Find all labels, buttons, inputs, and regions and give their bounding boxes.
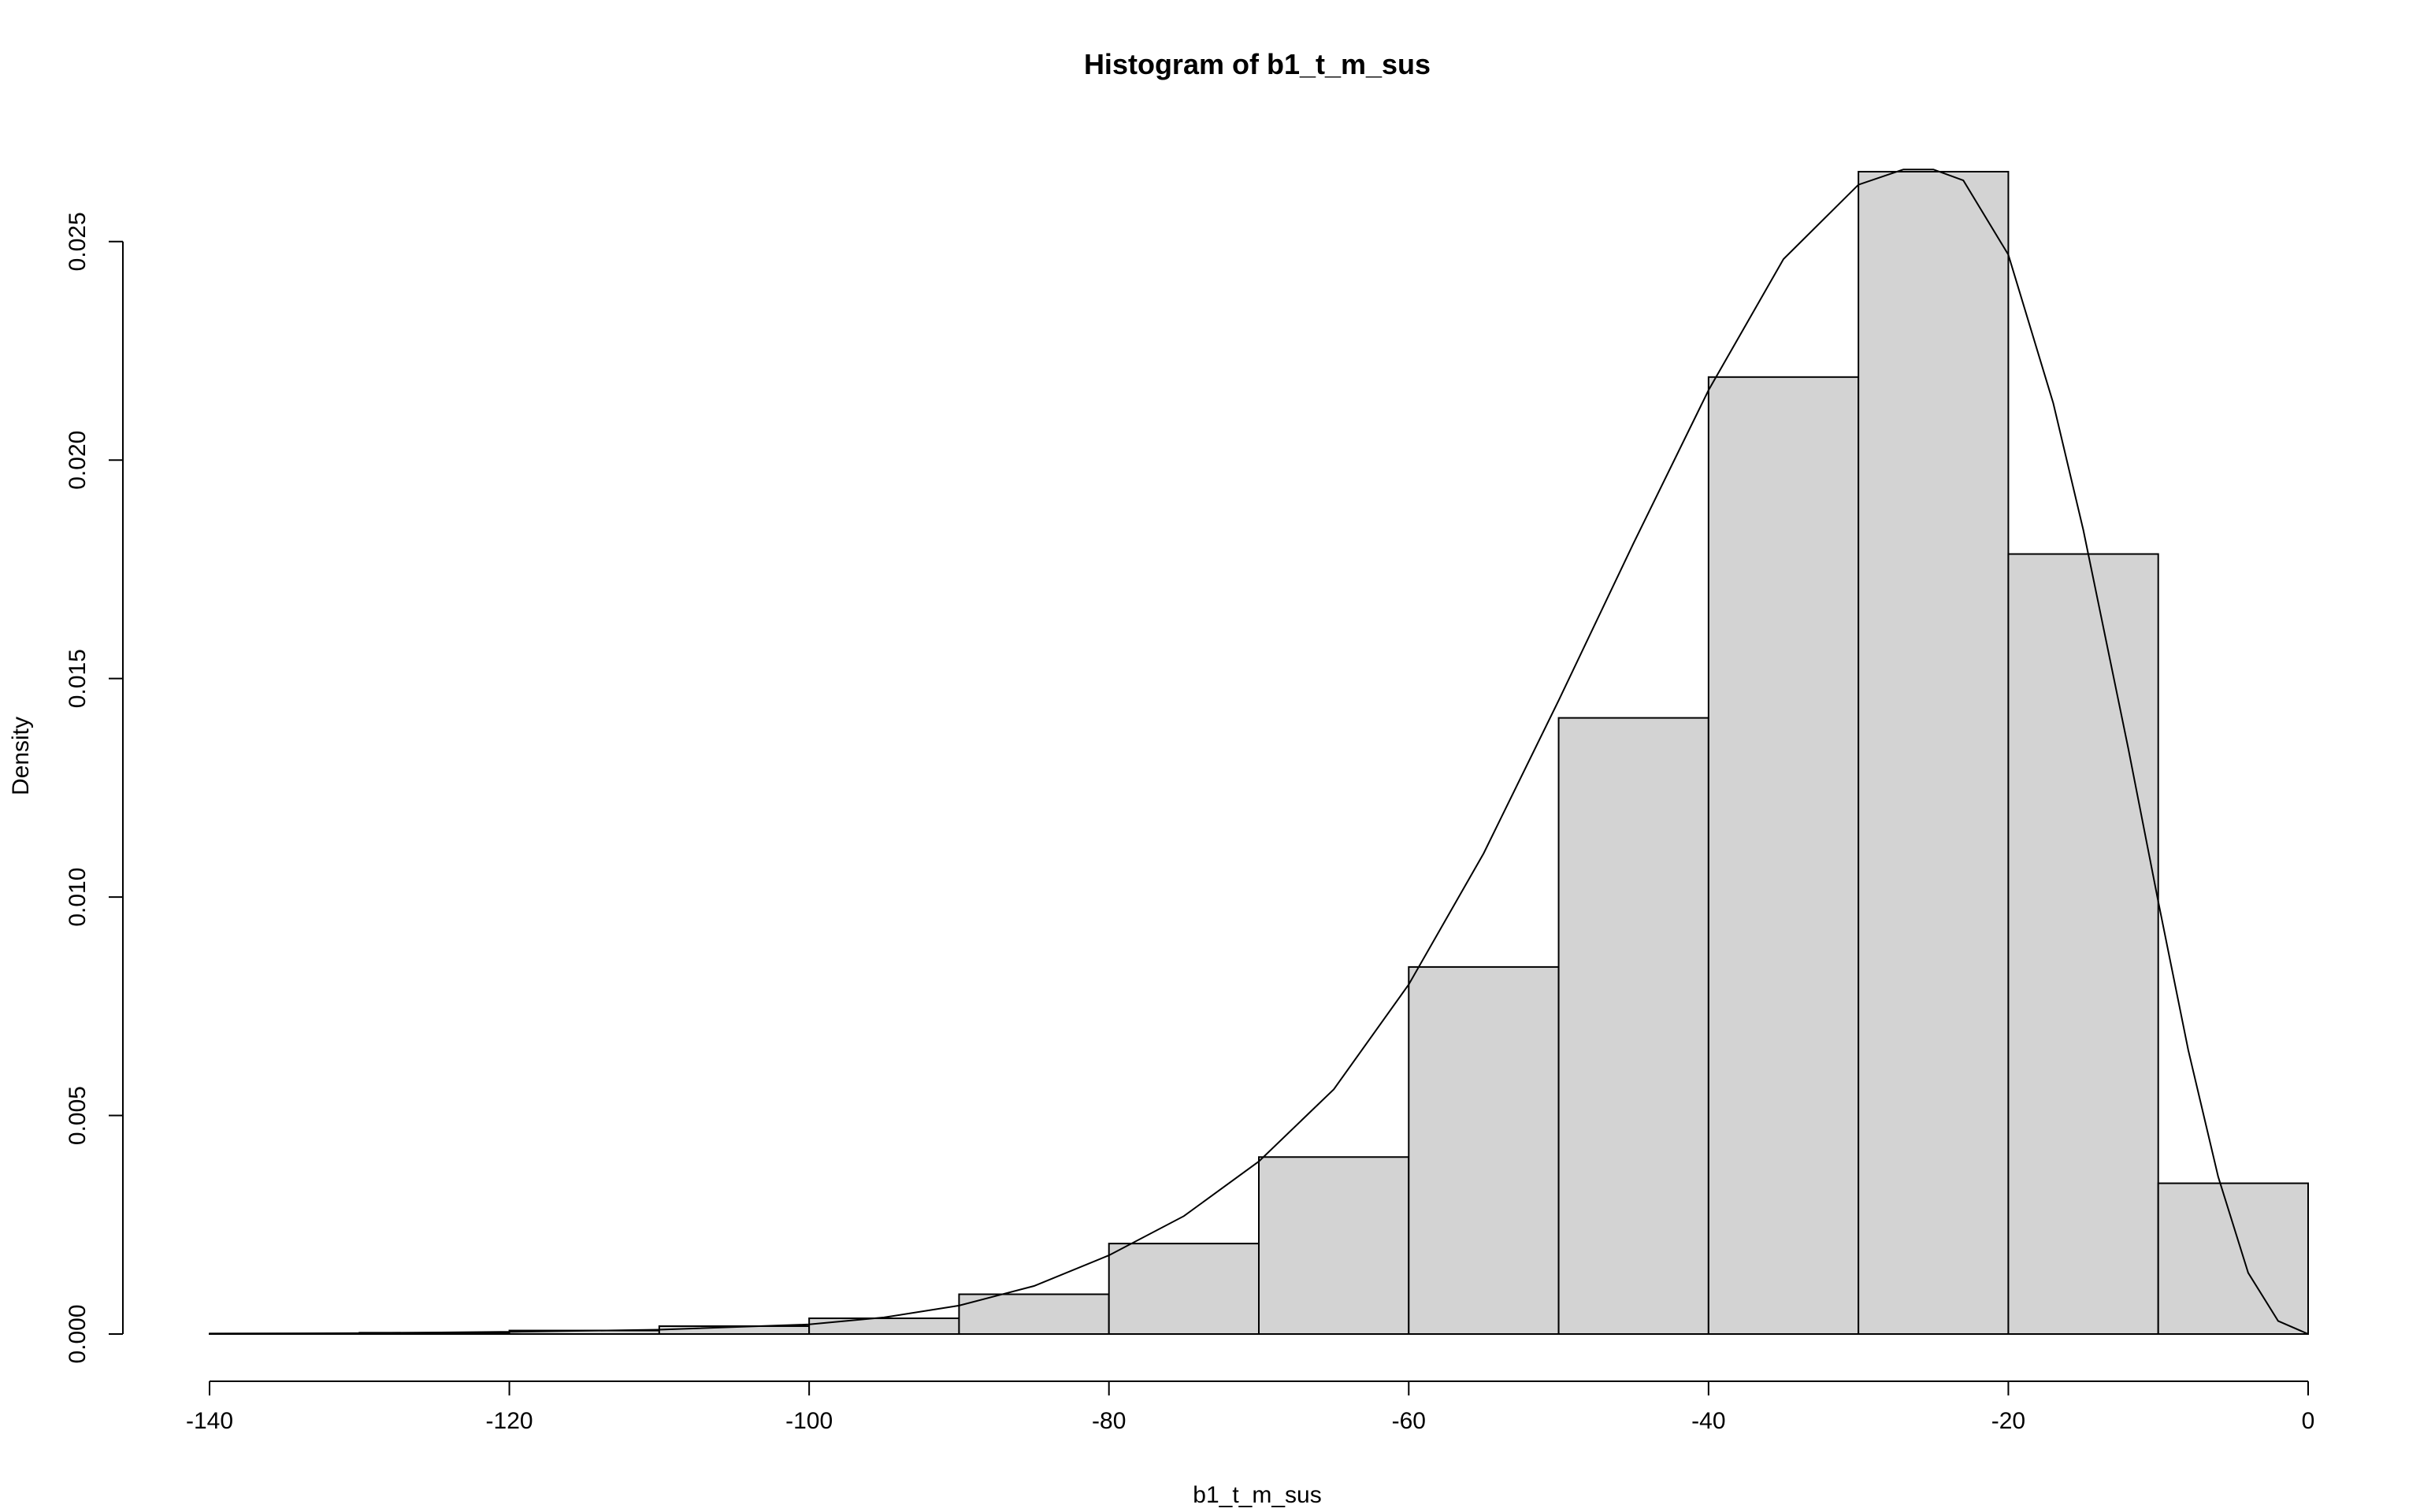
density-curve <box>209 169 2309 1335</box>
y-tick-label: 0.015 <box>65 649 91 708</box>
histogram-bar <box>808 1317 960 1335</box>
x-tick-label: -80 <box>1092 1408 1126 1434</box>
x-tick-label: -20 <box>1991 1408 2025 1434</box>
histogram-bar <box>1408 965 1560 1336</box>
y-tick-label: 0.010 <box>65 868 91 927</box>
histogram-bar <box>1108 1243 1260 1335</box>
x-tick-label: -60 <box>1392 1408 1426 1434</box>
x-tick-label: -120 <box>486 1408 533 1434</box>
chart-title: Histogram of b1_t_m_sus <box>1084 48 1431 80</box>
x-tick-label: -100 <box>785 1408 833 1434</box>
histogram-bar <box>2157 1182 2310 1336</box>
histogram-bar <box>1707 376 1860 1335</box>
y-axis-label: Density <box>8 717 34 795</box>
y-tick-label: 0.000 <box>65 1304 91 1363</box>
y-axis: 0.000 0.005 0.010 0.015 0.020 0.025 <box>65 212 124 1364</box>
x-axis-label: b1_t_m_sus <box>1193 1482 1321 1508</box>
histogram-bar <box>1258 1156 1410 1335</box>
histogram-bars <box>209 171 2310 1336</box>
y-tick-label: 0.025 <box>65 212 91 271</box>
x-axis: -140 -120 -100 -80 -60 -40 -20 0 <box>186 1380 2315 1434</box>
histogram-bar <box>2007 553 2159 1335</box>
histogram-bar <box>1858 171 2010 1335</box>
y-tick-label: 0.005 <box>65 1086 91 1145</box>
y-tick-label: 0.020 <box>65 431 91 490</box>
x-tick-label: 0 <box>2302 1408 2315 1434</box>
x-tick-label: -140 <box>186 1408 233 1434</box>
x-tick-label: -40 <box>1691 1408 1725 1434</box>
histogram-bar <box>1557 717 1709 1335</box>
